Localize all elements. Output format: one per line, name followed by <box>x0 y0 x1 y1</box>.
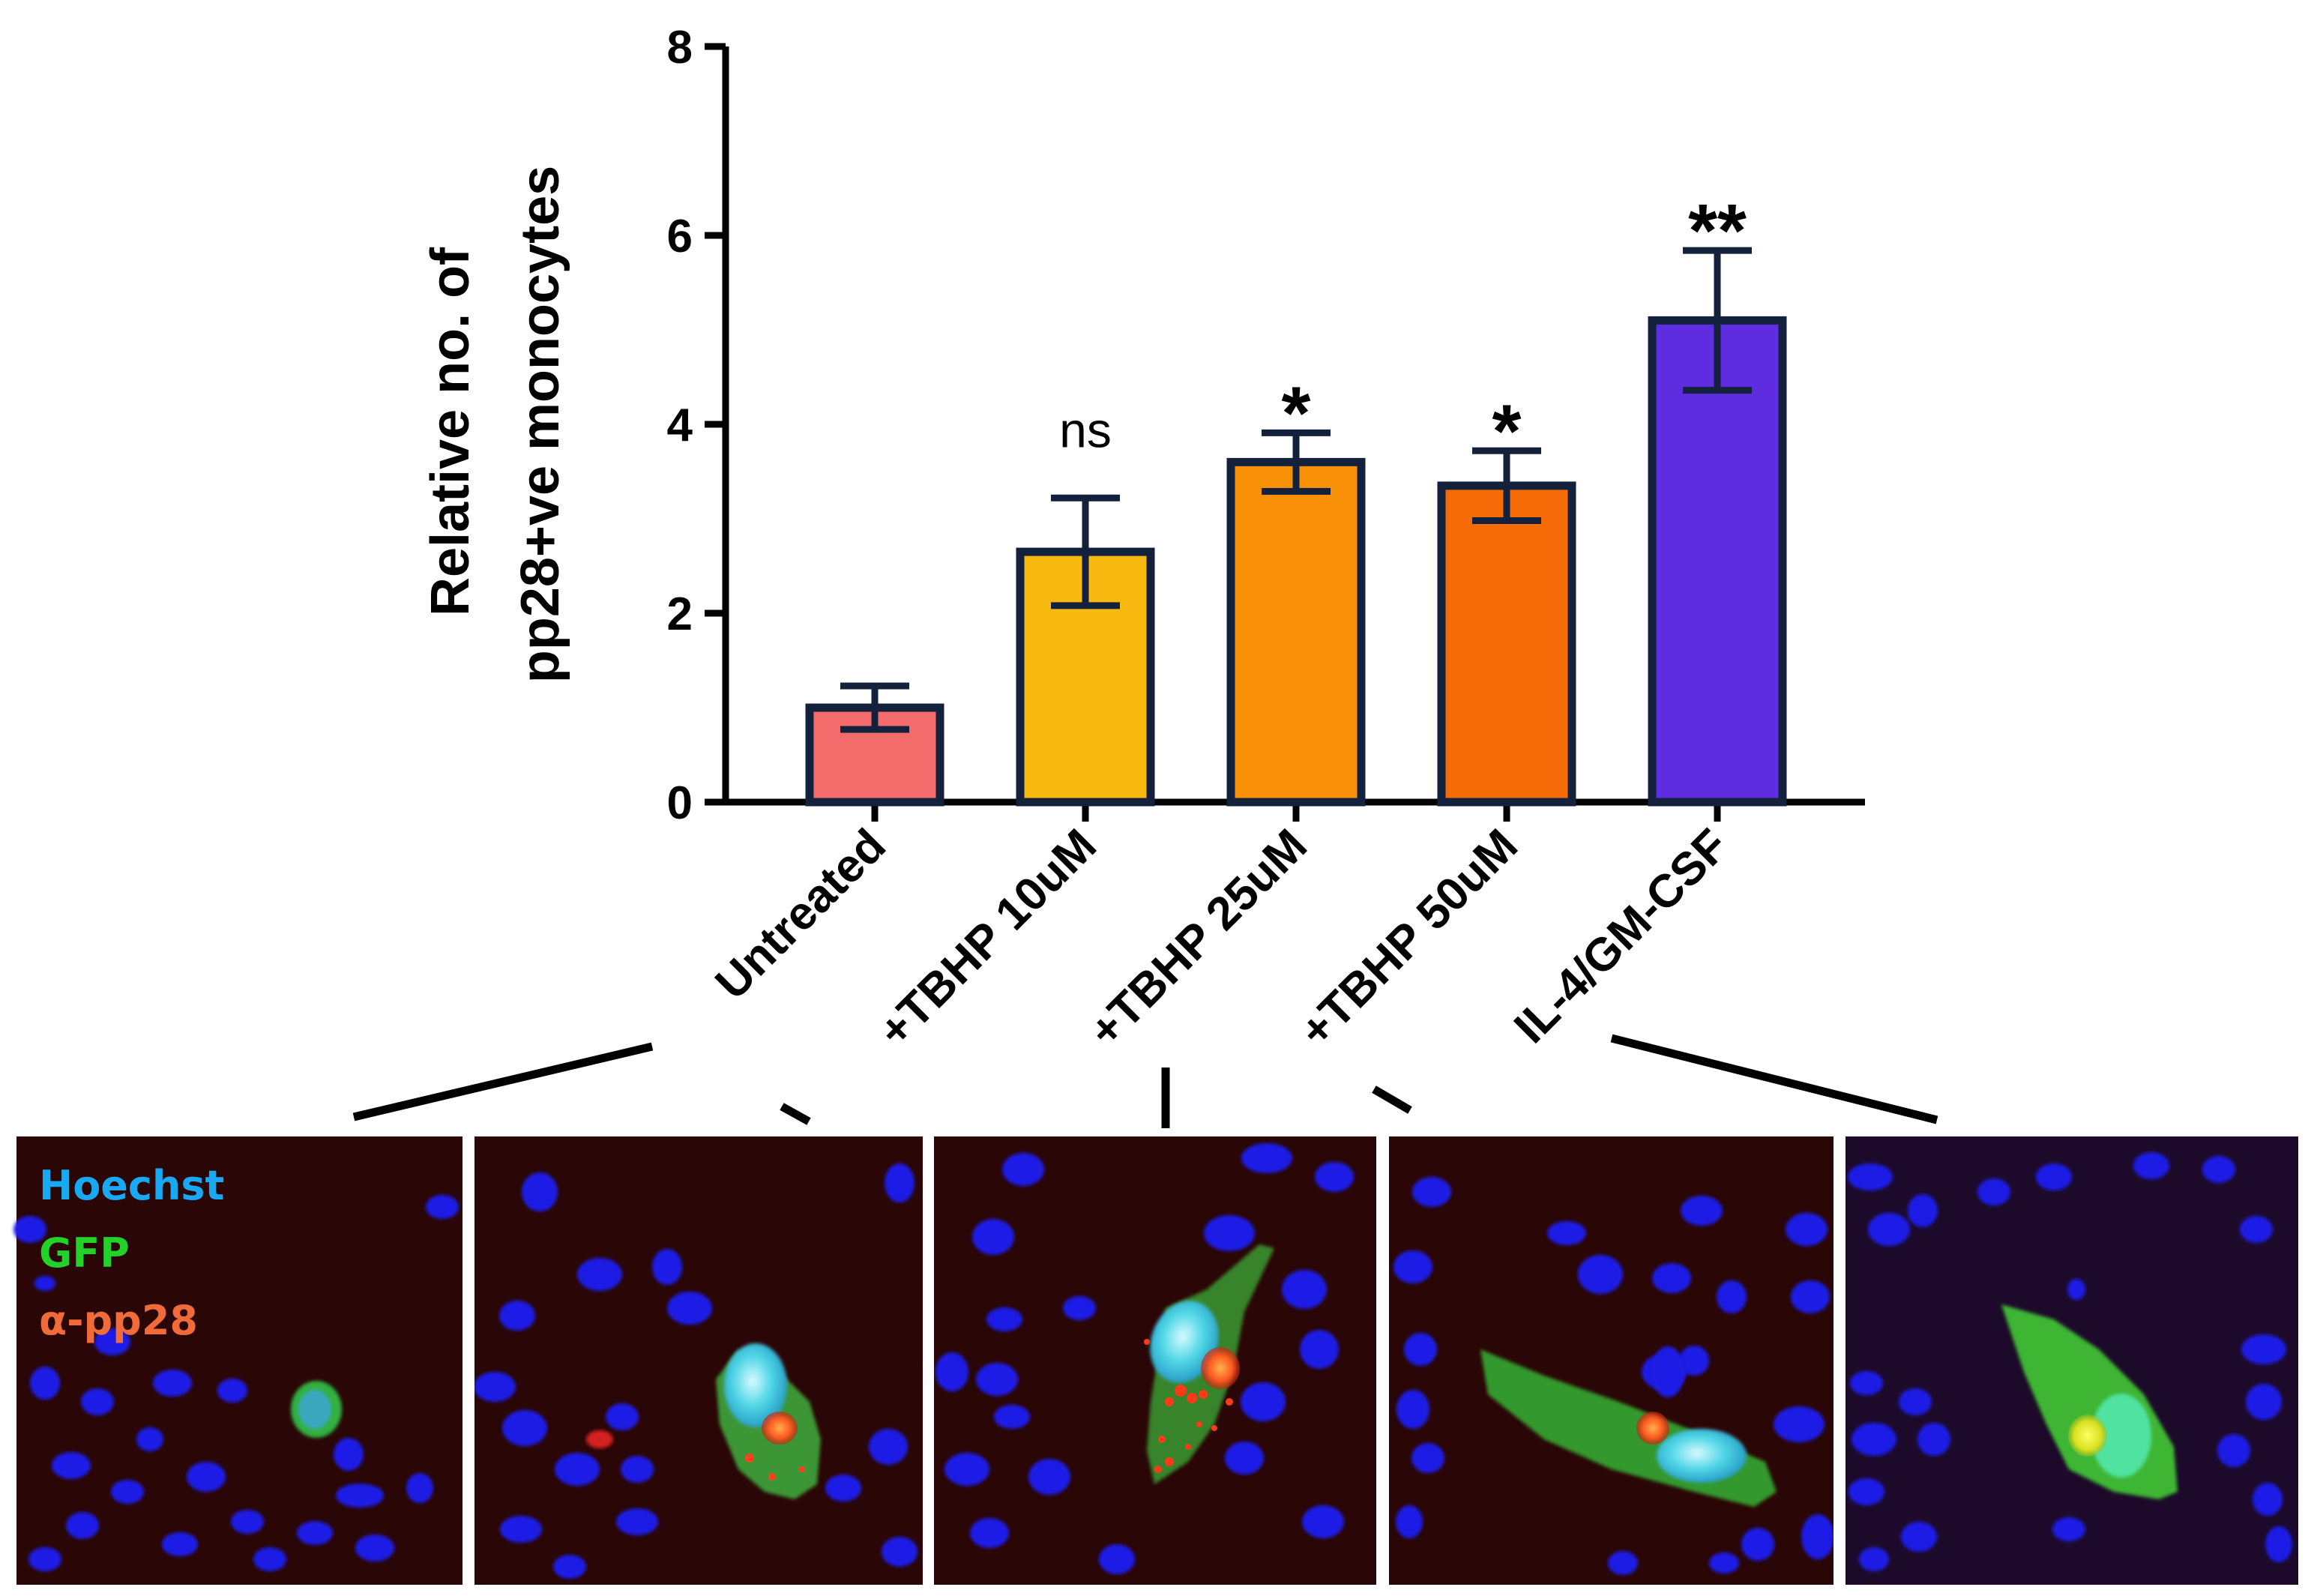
connector-tbhp50 <box>1372 1085 1412 1114</box>
connector-tbhp10 <box>780 1103 811 1125</box>
legend-hoechst: Hoechst <box>39 1162 224 1209</box>
y-ticks: 0 2 4 6 8 <box>667 22 726 829</box>
significance-label: ns <box>1059 402 1112 457</box>
micrograph-tbhp50 <box>1389 1136 1834 1585</box>
x-category-label: Untreated <box>705 819 895 1009</box>
y-tick-label: 6 <box>667 211 693 262</box>
connector-il4 <box>1610 1034 1938 1124</box>
significance-label: * <box>1492 389 1522 473</box>
y-axis-title-line2: pp28+ve monocytes <box>510 166 570 683</box>
connector-lines <box>352 1034 1938 1128</box>
significance-label: * <box>1282 371 1311 455</box>
x-category-label: +TBHP 50uM <box>1290 819 1528 1057</box>
micrograph-untreated: Hoechst GFP α-pp28 <box>13 1136 462 1585</box>
y-tick-label: 0 <box>667 777 693 829</box>
bar <box>1226 457 1366 807</box>
connector-untreated <box>352 1042 654 1121</box>
x-category-label: +TBHP 25uM <box>1079 819 1317 1057</box>
y-tick-label: 2 <box>667 588 693 640</box>
micrograph-il4-gmcsf <box>1846 1136 2298 1585</box>
legend-pp28: α-pp28 <box>39 1297 198 1344</box>
y-axis-title: Relative no. of pp28+ve monocytes <box>421 166 570 683</box>
category-labels: Untreated+TBHP 10uM+TBHP 25uM+TBHP 50uMI… <box>705 819 1738 1057</box>
y-tick-label: 8 <box>667 22 693 73</box>
bar <box>1437 481 1576 807</box>
significance-label: ** <box>1688 189 1747 273</box>
x-category-label: +TBHP 10uM <box>869 819 1106 1057</box>
legend-gfp: GFP <box>39 1229 130 1277</box>
micrograph-panels: Hoechst GFP α-pp28 <box>13 1132 2298 1589</box>
micrograph-tbhp10 <box>474 1136 923 1585</box>
y-axis: 0 2 4 6 8 <box>667 22 729 829</box>
channel-legend: Hoechst GFP α-pp28 <box>39 1162 224 1344</box>
error-bars <box>840 247 1752 733</box>
y-tick-label: 4 <box>667 400 693 451</box>
micrograph-tbhp25 <box>934 1136 1376 1585</box>
y-axis-title-line1: Relative no. of <box>421 247 480 616</box>
x-category-label: IL-4/GM-CSF <box>1504 819 1738 1053</box>
significance-labels: ns * *** <box>1059 189 1747 473</box>
bar <box>1648 316 1787 807</box>
